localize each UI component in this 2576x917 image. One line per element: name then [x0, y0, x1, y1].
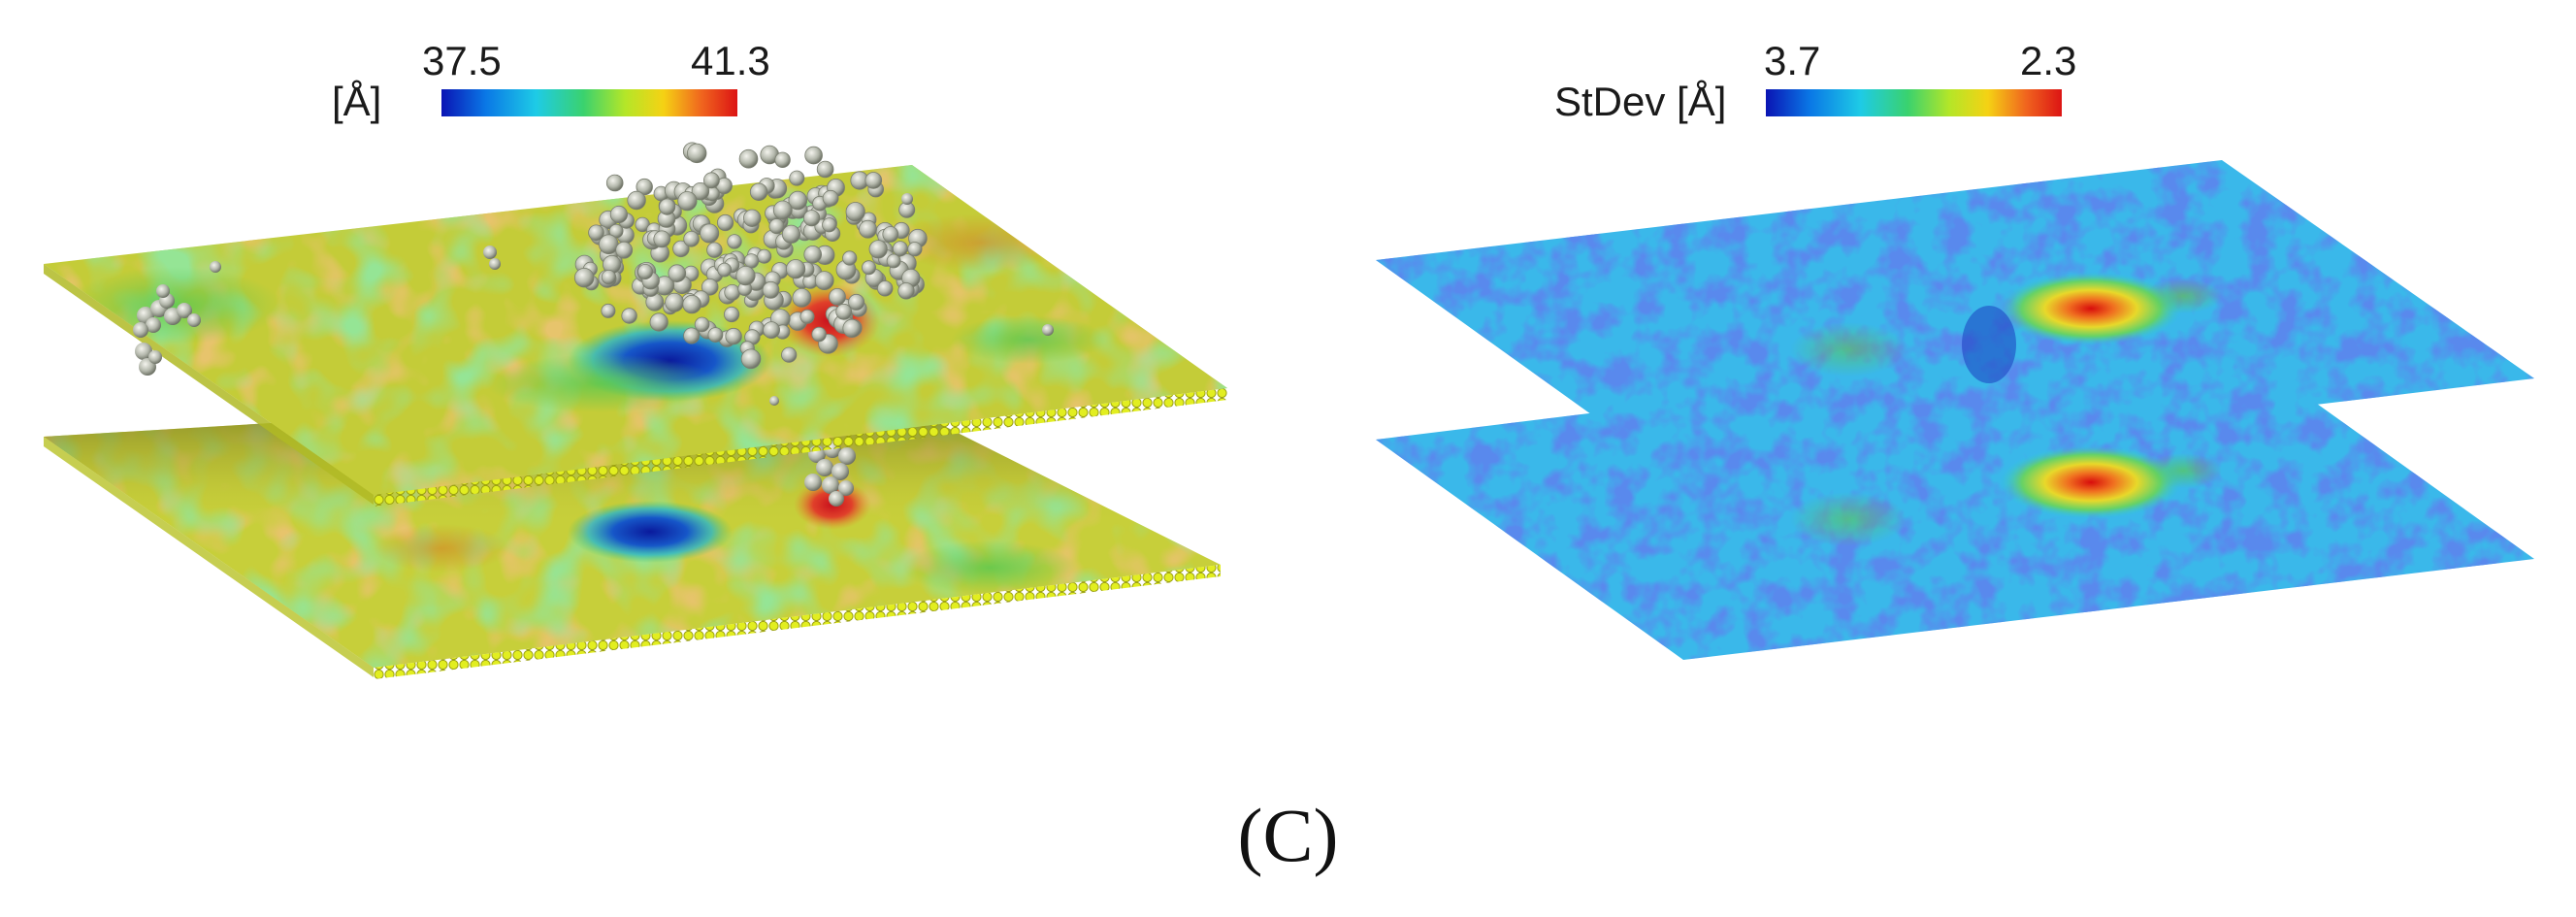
- molecule-bead: [762, 280, 780, 299]
- molecule-bead: [706, 242, 723, 258]
- molecule-bead: [864, 172, 883, 189]
- molecule-bead: [668, 264, 687, 283]
- molecule-bead: [842, 250, 858, 266]
- molecule-bead: [829, 287, 846, 306]
- molecule-bead: [768, 218, 785, 235]
- molecule-bead: [653, 230, 671, 248]
- molecule-bead: [785, 259, 806, 279]
- molecule-bead: [859, 219, 877, 239]
- left-colorbar-min: 37.5: [422, 38, 502, 83]
- molecule-bead: [842, 318, 862, 338]
- molecule-bead: [792, 287, 812, 308]
- molecule-bead: [665, 292, 684, 312]
- molecule-bead: [672, 240, 690, 258]
- left-edge-molecules: [133, 193, 1054, 406]
- molecule-bead: [781, 346, 798, 363]
- molecule-bead: [637, 263, 654, 279]
- molecule-bead: [799, 309, 815, 324]
- molecule-bead: [687, 143, 707, 164]
- molecule-bead: [811, 326, 827, 343]
- molecule-bead: [723, 306, 740, 323]
- molecule-bead: [683, 327, 701, 344]
- molecule-bead: [763, 321, 780, 340]
- molecule-bead: [735, 265, 756, 286]
- molecule-bead: [788, 190, 808, 211]
- molecule-bead: [862, 260, 877, 276]
- right-colorbar: [1766, 89, 2062, 116]
- molecule-bead: [683, 231, 700, 247]
- molecule-bead: [682, 294, 701, 314]
- molecule-bead: [749, 182, 768, 202]
- molecule-bead: [725, 327, 742, 345]
- molecule-bead: [804, 146, 823, 165]
- molecule-bead: [609, 205, 629, 224]
- molecule-bead: [627, 190, 646, 211]
- molecule-bead: [707, 327, 724, 344]
- right-colorbar-unit: StDev [Å]: [1554, 79, 1727, 124]
- molecule-bead: [802, 210, 821, 227]
- molecule-bead: [574, 268, 595, 288]
- left-colorbar-max: 41.3: [691, 38, 770, 83]
- left-colorbar-unit: [Å]: [332, 79, 382, 124]
- molecule-bead: [738, 148, 759, 169]
- molecule-bead: [822, 189, 839, 207]
- molecule-bead: [743, 209, 762, 228]
- molecule-bead: [757, 248, 772, 264]
- molecule-bead: [877, 280, 894, 297]
- molecule-bead: [892, 241, 908, 257]
- molecule-bead: [703, 172, 720, 189]
- molecule-bead: [621, 308, 637, 324]
- molecule-bead: [701, 278, 719, 296]
- molecule-bead: [789, 170, 805, 186]
- molecule-bead: [677, 191, 698, 212]
- lower-molecule-cluster: [804, 441, 856, 507]
- molecule-bead: [700, 223, 720, 244]
- molecule-bead: [814, 271, 834, 291]
- molecule-bead: [845, 202, 865, 222]
- molecule-bead: [781, 224, 801, 244]
- molecule-bead: [835, 303, 853, 320]
- molecule-bead: [897, 282, 915, 300]
- molecule-bead: [694, 316, 710, 333]
- molecule-bead: [605, 174, 624, 192]
- molecule-bead: [615, 241, 634, 259]
- upper-molecule-cluster: [574, 142, 928, 370]
- right-panel: [1376, 89, 2534, 660]
- left-panel: [44, 89, 1227, 679]
- molecule-bead: [907, 242, 923, 257]
- molecule-bead: [882, 226, 899, 243]
- molecule-bead: [727, 234, 742, 249]
- molecule-bead: [601, 269, 617, 285]
- left-colorbar: [441, 89, 737, 116]
- molecule-bead: [716, 213, 734, 232]
- molecule-bead: [822, 217, 837, 233]
- right-colorbar-min: 3.7: [1764, 38, 1821, 83]
- panel-label: (C): [1237, 793, 1339, 877]
- molecule-bead: [868, 240, 888, 259]
- molecule-bead: [601, 303, 616, 318]
- molecule-bead: [717, 262, 733, 278]
- molecule-bead: [588, 224, 604, 242]
- right-colorbar-max: 2.3: [2020, 38, 2077, 83]
- molecule-bead: [740, 348, 762, 370]
- molecule-bead: [772, 200, 793, 220]
- molecule-bead: [816, 160, 834, 179]
- molecule-bead: [691, 181, 710, 201]
- molecule-bead: [724, 283, 741, 301]
- molecule-bead: [848, 293, 865, 311]
- molecule-bead: [658, 198, 676, 215]
- molecule-bead: [743, 253, 760, 269]
- molecule-bead: [886, 253, 901, 269]
- molecule-bead: [649, 312, 668, 332]
- molecule-bead: [636, 178, 653, 196]
- molecule-bead: [803, 245, 822, 264]
- molecule-bead: [774, 151, 791, 169]
